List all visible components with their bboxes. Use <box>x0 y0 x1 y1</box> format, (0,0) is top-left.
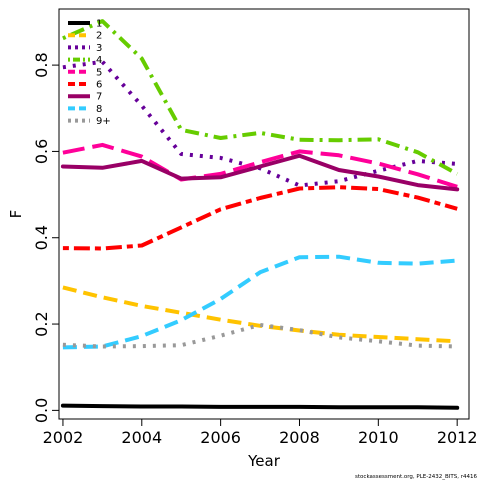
legend-label-8: 8 <box>96 104 102 115</box>
legend-label-6: 6 <box>96 80 102 91</box>
y-axis-title: F <box>7 210 25 219</box>
legend-label-2: 2 <box>96 31 102 42</box>
legend-label-3: 3 <box>96 43 102 54</box>
x-tick-label: 2012 <box>437 428 478 447</box>
series-line-4 <box>62 19 459 176</box>
series-line-1 <box>60 403 460 410</box>
y-tick-label: 0.6 <box>32 139 51 164</box>
y-tick-label: 0.4 <box>32 225 51 250</box>
legend-label-9: 9+ <box>96 116 111 127</box>
legend-label-5: 5 <box>96 67 102 78</box>
plot-frame <box>58 8 470 420</box>
y-axis: 0.0 0.2 0.4 0.6 0.8 <box>32 52 59 423</box>
x-axis-title: Year <box>247 452 281 470</box>
y-tick-label: 0.2 <box>32 311 51 336</box>
y-tick-label: 0.0 <box>32 398 51 423</box>
series-line-2 <box>62 285 458 344</box>
series-line-7 <box>60 153 460 192</box>
legend-label-4: 4 <box>96 55 102 66</box>
series-line-6 <box>62 185 458 251</box>
series-line-9 <box>62 322 458 349</box>
x-axis: 2002 2004 2006 2008 2010 2012 <box>43 419 478 447</box>
series-line-8 <box>62 254 458 350</box>
x-tick-label: 2008 <box>279 428 320 447</box>
legend-label-1: 1 <box>96 19 102 30</box>
x-tick-label: 2002 <box>43 428 84 447</box>
x-tick-label: 2006 <box>200 428 241 447</box>
legend-label-7: 7 <box>96 92 102 103</box>
caption: stockassessment.org, PLE-2432_BITS, r441… <box>355 474 477 480</box>
x-tick-label: 2010 <box>358 428 399 447</box>
series-layer <box>60 19 460 410</box>
y-tick-label: 0.8 <box>32 52 51 77</box>
series-line-5 <box>62 142 458 189</box>
x-tick-label: 2004 <box>121 428 162 447</box>
